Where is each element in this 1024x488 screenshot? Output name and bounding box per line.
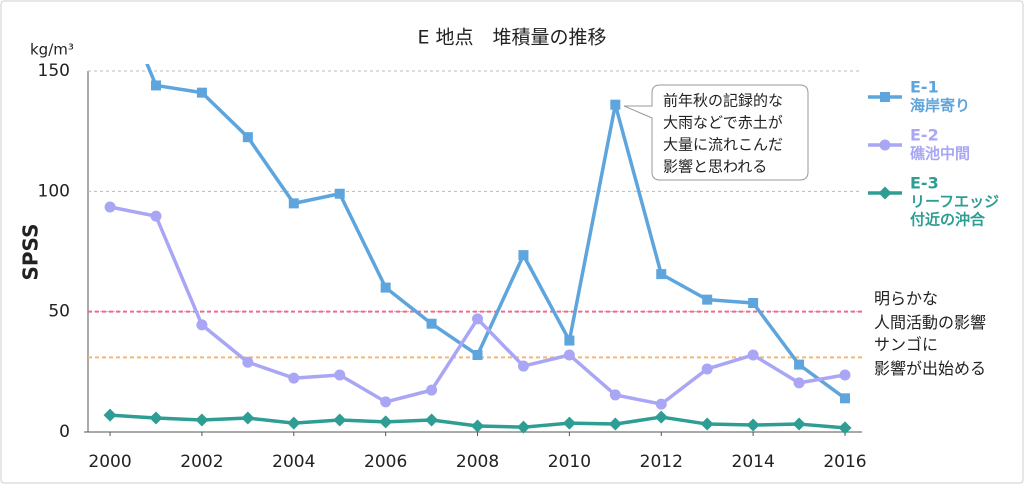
x-tick-label: 2008 <box>456 452 499 472</box>
marker <box>610 99 621 110</box>
marker <box>702 294 713 305</box>
marker <box>747 349 759 361</box>
marker <box>380 282 391 293</box>
marker <box>195 413 209 427</box>
y-tick-label: 100 <box>38 181 70 201</box>
x-tick-label: 2002 <box>180 452 223 472</box>
reference-label: 明らかな <box>874 289 938 308</box>
legend-description: 付近の沖合 <box>910 211 986 229</box>
marker <box>150 80 161 91</box>
marker <box>103 408 117 422</box>
x-tick-label: 2004 <box>272 452 315 472</box>
marker <box>242 356 254 368</box>
marker <box>655 398 667 410</box>
y-axis-label: SPSS <box>19 224 43 281</box>
marker <box>792 417 806 431</box>
marker <box>426 318 437 329</box>
marker <box>564 335 575 346</box>
marker <box>334 188 345 199</box>
marker <box>149 411 163 425</box>
x-tick-label: 2016 <box>823 452 866 472</box>
x-tick-label: 2012 <box>640 452 683 472</box>
marker <box>334 369 346 381</box>
marker <box>333 413 347 427</box>
x-tick-label: 2000 <box>88 452 131 472</box>
legend-description: リーフエッジ <box>910 193 999 211</box>
x-tick-label: 2010 <box>548 452 591 472</box>
legend-label: E-1 <box>910 78 939 97</box>
y-tick-label: 150 <box>38 61 70 81</box>
marker <box>288 198 299 209</box>
marker <box>839 369 851 381</box>
marker <box>471 419 485 433</box>
marker <box>241 411 255 425</box>
legend-label: E-2 <box>910 126 939 145</box>
marker <box>242 132 253 143</box>
callout-text: 大量に流れこんだ <box>663 136 783 154</box>
callout-text: 影響と思われる <box>663 158 767 176</box>
unit-label: kg/m³ <box>30 41 74 59</box>
marker <box>794 359 805 370</box>
y-tick-label: 0 <box>59 422 70 442</box>
marker <box>656 269 667 280</box>
marker <box>701 363 713 375</box>
legend-description: 海岸寄り <box>910 97 970 115</box>
callout-text: 前年秋の記録的な <box>663 92 783 110</box>
callout-text: 大雨などで赤土が <box>663 114 783 132</box>
marker <box>196 87 207 98</box>
y-tick-label: 50 <box>48 302 70 322</box>
marker <box>838 421 852 435</box>
marker <box>608 417 622 431</box>
plot-area <box>103 64 852 435</box>
marker <box>840 393 851 404</box>
marker <box>516 420 530 434</box>
callout-box <box>623 84 809 181</box>
x-tick-label: 2014 <box>732 452 775 472</box>
marker <box>563 349 575 361</box>
chart-title: E 地点 堆積量の推移 <box>417 27 606 49</box>
marker <box>562 416 576 430</box>
marker <box>517 360 529 372</box>
reference-label: サンゴに <box>874 335 938 354</box>
legend-marker <box>880 92 890 102</box>
marker <box>287 416 301 430</box>
marker <box>793 377 805 389</box>
marker <box>748 298 759 309</box>
marker <box>380 396 392 408</box>
marker <box>518 250 529 261</box>
legend-description: 礁池中間 <box>910 145 970 163</box>
marker <box>196 319 208 331</box>
marker <box>150 210 162 222</box>
marker <box>379 415 393 429</box>
marker <box>746 418 760 432</box>
marker <box>700 417 714 431</box>
marker <box>472 349 483 360</box>
marker <box>104 201 116 213</box>
marker <box>288 372 300 384</box>
marker <box>425 413 439 427</box>
legend-marker <box>878 186 892 200</box>
marker <box>609 389 621 401</box>
reference-label: 影響が出始める <box>874 359 986 378</box>
marker <box>654 410 668 424</box>
legend-label: E-3 <box>910 174 939 193</box>
reference-label: 人間活動の影響 <box>874 313 986 332</box>
marker <box>472 313 484 325</box>
marker <box>426 384 438 396</box>
x-tick-label: 2006 <box>364 452 407 472</box>
legend-marker <box>879 139 891 151</box>
callout: 前年秋の記録的な 大雨などで赤土が 大量に流れこんだ 影響と思われる <box>623 84 809 181</box>
